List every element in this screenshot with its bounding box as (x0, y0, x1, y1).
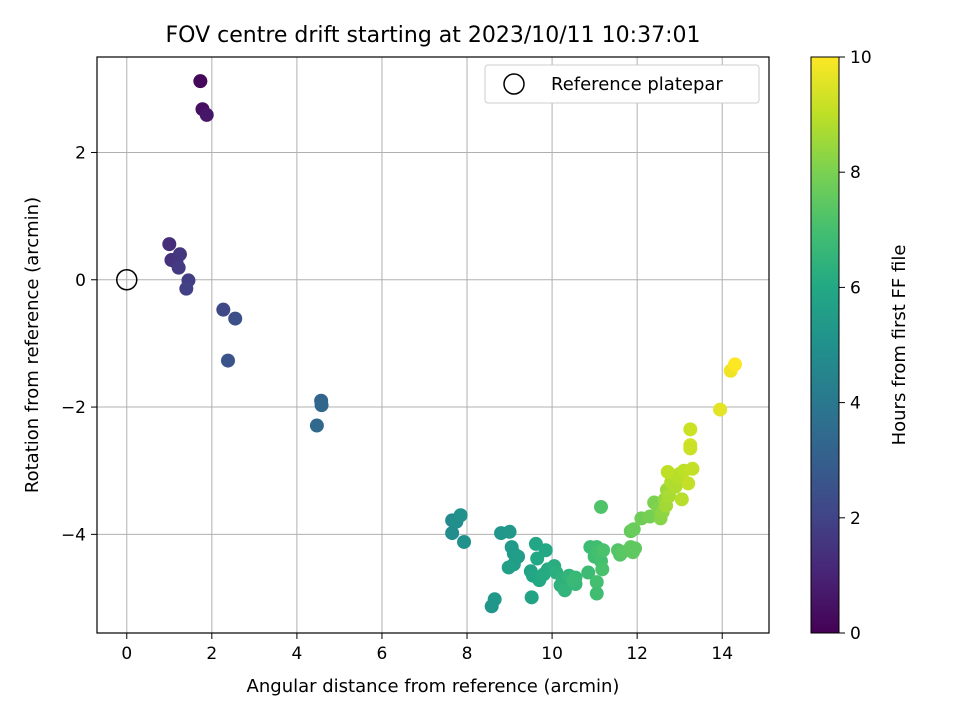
data-point (457, 534, 472, 549)
x-axis-ticks: 0 2 4 6 8 10 12 14 (121, 633, 733, 664)
data-point (683, 422, 698, 437)
legend: Reference platepar (484, 64, 760, 104)
chart-title: FOV centre drift starting at 2023/10/11 … (166, 23, 701, 48)
x-tick-label: 6 (377, 644, 388, 664)
y-axis-label: Rotation from reference (arcmin) (22, 197, 43, 493)
data-point (179, 281, 194, 296)
x-tick-label: 14 (711, 644, 733, 664)
data-point (685, 461, 700, 476)
data-point (727, 357, 742, 372)
legend-box (484, 64, 760, 104)
data-points (162, 74, 742, 614)
plot-frame (96, 56, 770, 634)
data-point (314, 398, 329, 413)
legend-label: Reference platepar (551, 74, 723, 95)
data-point (568, 570, 583, 585)
legend-marker (503, 73, 525, 95)
colorbar-tick-label: 4 (850, 394, 861, 414)
colorbar: 0 2 4 6 8 10 Hours from first FF file (810, 48, 910, 644)
x-tick-label: 10 (541, 644, 563, 664)
colorbar-tick-label: 2 (850, 509, 861, 529)
reference-platepar-marker (116, 269, 138, 291)
y-tick-label: 2 (75, 143, 86, 163)
data-point (171, 260, 186, 275)
x-tick-label: 0 (121, 644, 132, 664)
data-point (660, 464, 675, 479)
data-point (193, 74, 208, 89)
data-point (713, 402, 728, 417)
data-point (536, 567, 551, 582)
data-point (589, 575, 604, 590)
colorbar-tick-label: 6 (850, 278, 861, 298)
y-tick-label: 0 (75, 271, 86, 291)
x-tick-label: 2 (206, 644, 217, 664)
data-point (172, 247, 187, 262)
data-point (309, 418, 324, 433)
data-point (596, 543, 611, 558)
data-point (199, 107, 214, 122)
colorbar-ticks: 0 2 4 6 8 10 (839, 48, 872, 644)
data-point (538, 543, 553, 558)
colorbar-tick-label: 10 (850, 48, 872, 68)
x-tick-label: 12 (626, 644, 648, 664)
data-point (216, 302, 231, 317)
data-point (484, 599, 499, 614)
data-point (453, 508, 468, 523)
colorbar-gradient (810, 56, 840, 634)
colorbar-tick-label: 8 (850, 163, 861, 183)
data-point (501, 560, 516, 575)
data-point (683, 441, 698, 456)
data-point (228, 311, 243, 326)
data-point (524, 590, 539, 605)
y-tick-label: −2 (61, 398, 86, 418)
y-tick-label: −4 (61, 525, 86, 545)
data-point (594, 499, 608, 514)
data-point (162, 237, 177, 252)
colorbar-tick-label: 0 (850, 624, 861, 644)
data-point (626, 522, 641, 537)
data-point (557, 583, 572, 598)
data-point (220, 353, 235, 368)
data-point (628, 541, 643, 556)
data-point (681, 476, 696, 491)
data-point (502, 524, 517, 539)
data-point (589, 586, 604, 601)
x-tick-label: 4 (291, 644, 302, 664)
grid-lines (97, 57, 769, 633)
x-axis-label: Angular distance from reference (arcmin) (247, 676, 620, 697)
colorbar-label: Hours from first FF file (889, 245, 910, 446)
data-point (445, 526, 460, 541)
data-point (674, 492, 689, 507)
y-axis-ticks: −4 −2 0 2 (61, 143, 97, 545)
x-tick-label: 8 (462, 644, 473, 664)
data-point (595, 562, 610, 577)
data-point (581, 565, 596, 580)
